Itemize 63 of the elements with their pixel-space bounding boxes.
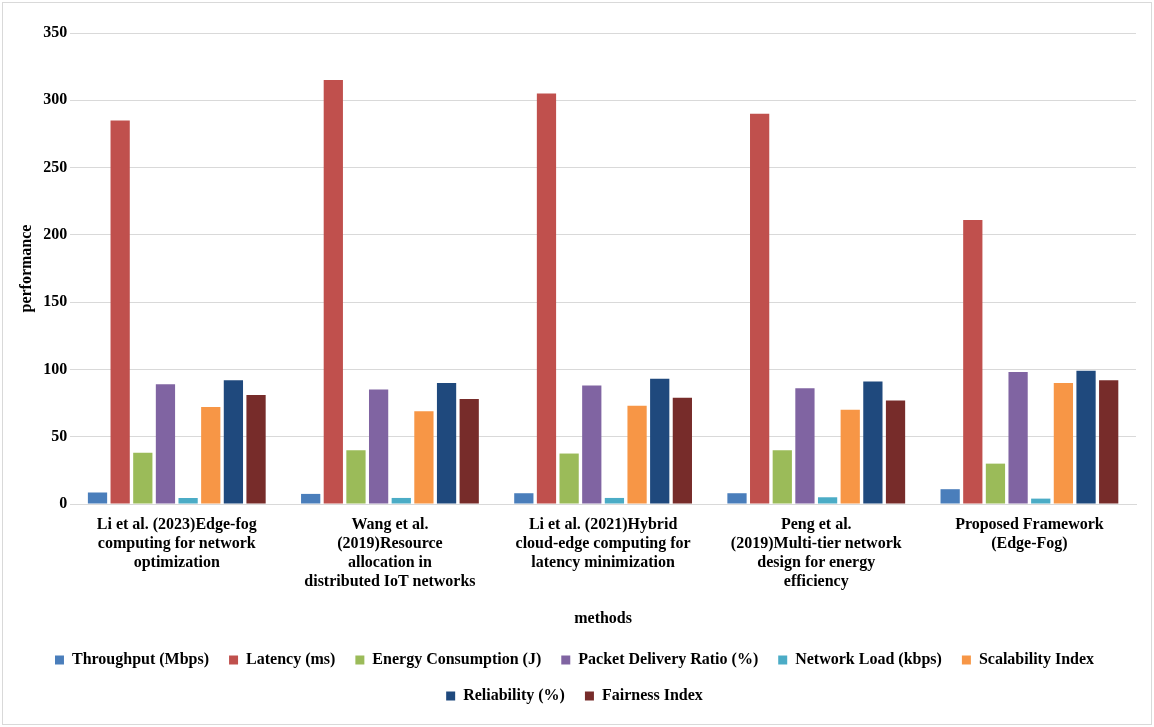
bar <box>1008 372 1028 504</box>
bar <box>840 409 860 504</box>
legend-label: Packet Delivery Ratio (%) <box>578 650 759 669</box>
bar <box>133 452 153 504</box>
bar <box>1099 380 1119 504</box>
bar <box>795 388 815 504</box>
bar <box>772 450 792 504</box>
bar <box>201 407 221 504</box>
legend-label: Fairness Index <box>601 686 703 704</box>
y-tick-label: 50 <box>51 426 68 444</box>
bar <box>323 80 343 504</box>
bar <box>604 497 625 504</box>
y-tick-label: 100 <box>43 359 68 377</box>
bar <box>940 489 960 504</box>
bar <box>391 497 411 504</box>
bar <box>672 397 692 504</box>
bar <box>178 497 198 504</box>
y-tick-label: 0 <box>59 494 68 512</box>
bar <box>627 405 647 504</box>
legend-label: Network Load (kbps) <box>795 650 942 669</box>
x-tick-label: Li et al. (2023)Edge-fog computing for network optimization <box>96 514 257 572</box>
y-tick-label: 350 <box>43 23 68 41</box>
x-tick-label: Li et al. (2021)Hybrid cloud-edge computing for latency minimization <box>515 514 691 572</box>
y-tick-label: 300 <box>43 90 68 108</box>
legend-label: Throughput (Mbps) <box>71 650 210 669</box>
bar <box>985 463 1006 504</box>
legend-label: Reliability (%) <box>463 686 565 705</box>
x-tick-label: Wang et al. (2019)Resource allocation in distributed IoT networks <box>304 514 476 590</box>
bar <box>414 411 434 504</box>
y-tick-label: 150 <box>43 292 68 310</box>
x-tick-label: Peng et al. (2019)Multi-tier network design for energy efficiency <box>730 514 902 591</box>
bar <box>436 382 457 504</box>
bar <box>817 497 838 504</box>
bar <box>559 453 579 504</box>
bar <box>368 389 389 504</box>
x-axis-title: methods <box>574 608 632 626</box>
bar <box>514 493 534 504</box>
bar <box>1031 498 1051 504</box>
bar <box>582 385 602 504</box>
legend-label: Latency (ms) <box>246 650 336 669</box>
y-axis-title: performance <box>16 224 35 313</box>
bar <box>885 400 906 504</box>
bar <box>750 113 770 504</box>
bar <box>346 450 366 504</box>
y-tick-label: 200 <box>43 225 68 242</box>
bar <box>87 492 108 504</box>
legend-label: Energy Consumption (J) <box>372 650 542 669</box>
bar <box>223 380 244 504</box>
bar <box>459 399 479 504</box>
bar <box>963 220 983 504</box>
bar <box>110 120 130 504</box>
bar <box>246 395 266 504</box>
bar <box>863 381 883 504</box>
bar <box>1053 382 1074 504</box>
x-tick-label: Proposed Framework (Edge-Fog) <box>955 514 1104 552</box>
bar <box>1076 370 1096 504</box>
bar <box>155 384 176 504</box>
bar <box>301 493 321 504</box>
bar <box>536 93 557 504</box>
legend-label: Scalability Index <box>978 650 1095 669</box>
y-tick-label: 250 <box>43 157 68 175</box>
bar <box>650 378 670 504</box>
bar <box>727 493 747 504</box>
